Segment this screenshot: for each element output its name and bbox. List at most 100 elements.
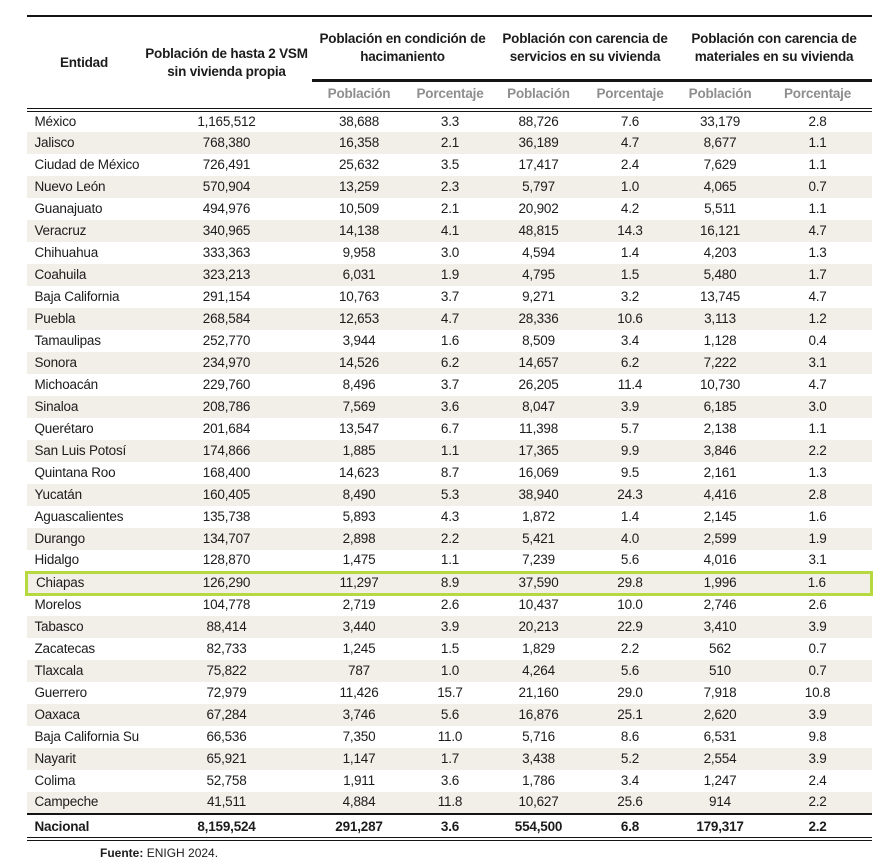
value-cell: 2.2 xyxy=(763,813,872,841)
value-cell: 3.7 xyxy=(440,288,460,304)
table-row: Chihuahua 333,363 9,958 3.0 4,594 1.4 4,203 1.3 xyxy=(27,242,872,264)
value-cell: 7.6 xyxy=(620,113,640,129)
table-row: Campeche 41,511 4,884 11.8 10,627 25.6 914 2.2 xyxy=(26,792,872,814)
entidad-cell: Quintana Roo xyxy=(34,464,116,480)
value-cell: 1.0 xyxy=(440,662,460,678)
table-row: México 1,165,512 38,688 3.3 88,726 7.6 33,179 2… xyxy=(27,110,872,132)
table-header: Entidad Población de hasta 2 VSM sin viv… xyxy=(26,15,872,112)
value-cell: 1.5 xyxy=(440,640,460,656)
value-cell: 1,911 xyxy=(343,772,375,788)
value-cell: 2,620 xyxy=(703,706,737,722)
value-cell: 10.0 xyxy=(617,597,643,613)
table-row: Ciudad de México 726,491 25,632 3.5 17,417 2.… xyxy=(27,154,872,176)
value-cell: 3.6 xyxy=(440,398,460,414)
table-row: Aguascalientes 135,738 5,893 4.3 1,872 1.4 2,1… xyxy=(27,506,872,528)
value-cell: 128,870 xyxy=(202,551,251,567)
value-cell: 1,147 xyxy=(342,750,376,766)
value-cell: 2,719 xyxy=(342,597,376,613)
value-cell: 29.0 xyxy=(617,684,643,700)
entidad-cell: San Luis Potosí xyxy=(34,442,127,458)
value-cell: 3,113 xyxy=(704,310,736,326)
value-cell: 20,902 xyxy=(518,200,559,216)
value-cell: 10,509 xyxy=(338,200,380,216)
value-cell: 37,590 xyxy=(493,570,584,596)
value-cell: 7,569 xyxy=(342,398,376,414)
value-cell: 562 xyxy=(709,640,731,656)
value-cell: 268,584 xyxy=(202,310,251,326)
table-row: Tamaulipas 252,770 3,944 1.6 8,509 3.4 1,128 0.… xyxy=(27,330,872,352)
value-cell: 13,259 xyxy=(338,178,380,194)
value-cell: 1.4 xyxy=(620,244,640,260)
value-cell: 1.0 xyxy=(620,178,640,194)
value-cell: 9.8 xyxy=(808,728,827,744)
group-header-row: Entidad Población de hasta 2 VSM sin viv… xyxy=(26,15,872,112)
value-cell: 9.5 xyxy=(620,464,640,480)
value-cell: 323,213 xyxy=(202,266,251,282)
value-cell: 7,222 xyxy=(703,354,737,370)
value-cell: 4.7 xyxy=(808,222,827,238)
value-cell: 25,632 xyxy=(338,156,380,172)
value-cell: 3.5 xyxy=(440,156,460,172)
value-cell: 3.9 xyxy=(620,398,640,414)
table-row: Yucatán 160,405 8,490 5.3 38,940 24.3 4,416 2.8 xyxy=(26,484,872,506)
value-cell: 726,491 xyxy=(202,156,251,172)
value-cell: 5.2 xyxy=(620,750,640,766)
value-cell: 4,264 xyxy=(522,662,555,678)
value-cell: 0.7 xyxy=(808,640,827,656)
value-cell: 135,738 xyxy=(202,508,251,524)
value-cell: 75,822 xyxy=(206,662,247,678)
value-cell: 14,623 xyxy=(338,464,380,480)
value-cell: 1.3 xyxy=(808,244,827,260)
value-cell: 104,778 xyxy=(202,597,251,613)
value-cell: 1.4 xyxy=(620,508,640,524)
value-cell: 2,138 xyxy=(703,420,737,436)
value-cell: 1.5 xyxy=(620,266,640,282)
value-cell: 6,531 xyxy=(703,728,737,744)
value-cell: 5,421 xyxy=(522,530,555,546)
value-cell: 1,475 xyxy=(342,551,376,567)
value-cell: 3.9 xyxy=(808,618,827,634)
value-cell: 21,160 xyxy=(518,684,559,700)
value-cell: 2.8 xyxy=(808,486,827,502)
value-cell: 1.1 xyxy=(808,200,827,216)
value-cell: 2.6 xyxy=(808,597,827,613)
value-cell: 1.3 xyxy=(808,464,827,480)
table-row: Colima 52,758 1,911 3.6 1,786 3.4 1,247 2.4 xyxy=(27,770,872,792)
value-cell: 2,898 xyxy=(342,530,376,546)
value-cell: 7,918 xyxy=(703,684,737,700)
value-cell: 3.1 xyxy=(808,354,827,370)
value-cell: 2.6 xyxy=(440,597,460,613)
value-cell: 16,876 xyxy=(518,706,559,722)
value-cell: 160,405 xyxy=(202,486,251,502)
value-cell: 570,904 xyxy=(202,178,251,194)
value-cell: 16,358 xyxy=(338,134,380,150)
value-cell: 768,380 xyxy=(202,134,251,150)
value-cell: 252,770 xyxy=(202,332,251,348)
entidad-cell: Guerrero xyxy=(34,684,88,700)
value-cell: 2,554 xyxy=(703,750,737,766)
value-cell: 14.3 xyxy=(617,222,643,238)
value-cell: 5,480 xyxy=(703,266,737,282)
value-cell: 5.6 xyxy=(620,551,640,567)
value-cell: 3.1 xyxy=(808,551,827,567)
entidad-cell: Querétaro xyxy=(34,420,94,436)
value-cell: 3,440 xyxy=(342,618,376,634)
header-hacinamiento: Población en condición de hacimaniento xyxy=(311,15,494,82)
value-cell: 1,786 xyxy=(522,772,555,788)
value-cell: 1,829 xyxy=(522,640,555,656)
value-cell: 4.2 xyxy=(620,200,640,216)
entidad-cell: Tabasco xyxy=(34,618,84,634)
value-cell: 36,189 xyxy=(518,134,559,150)
value-cell: 7,629 xyxy=(703,156,737,172)
value-cell: 1.1 xyxy=(440,551,460,567)
subheader-poblacion-3: Población xyxy=(676,80,764,112)
value-cell: 88,726 xyxy=(518,113,559,129)
value-cell: 88,414 xyxy=(206,618,247,634)
value-cell: 10,437 xyxy=(518,597,559,613)
value-cell: 52,758 xyxy=(206,772,247,788)
value-cell: 11.0 xyxy=(437,728,463,744)
value-cell: 1,245 xyxy=(342,640,376,656)
value-cell: 2.2 xyxy=(440,530,460,546)
entidad-cell: Baja California xyxy=(34,288,120,304)
table-row: Guerrero 72,979 11,426 15.7 21,160 29.0 7,918 1… xyxy=(27,682,872,704)
